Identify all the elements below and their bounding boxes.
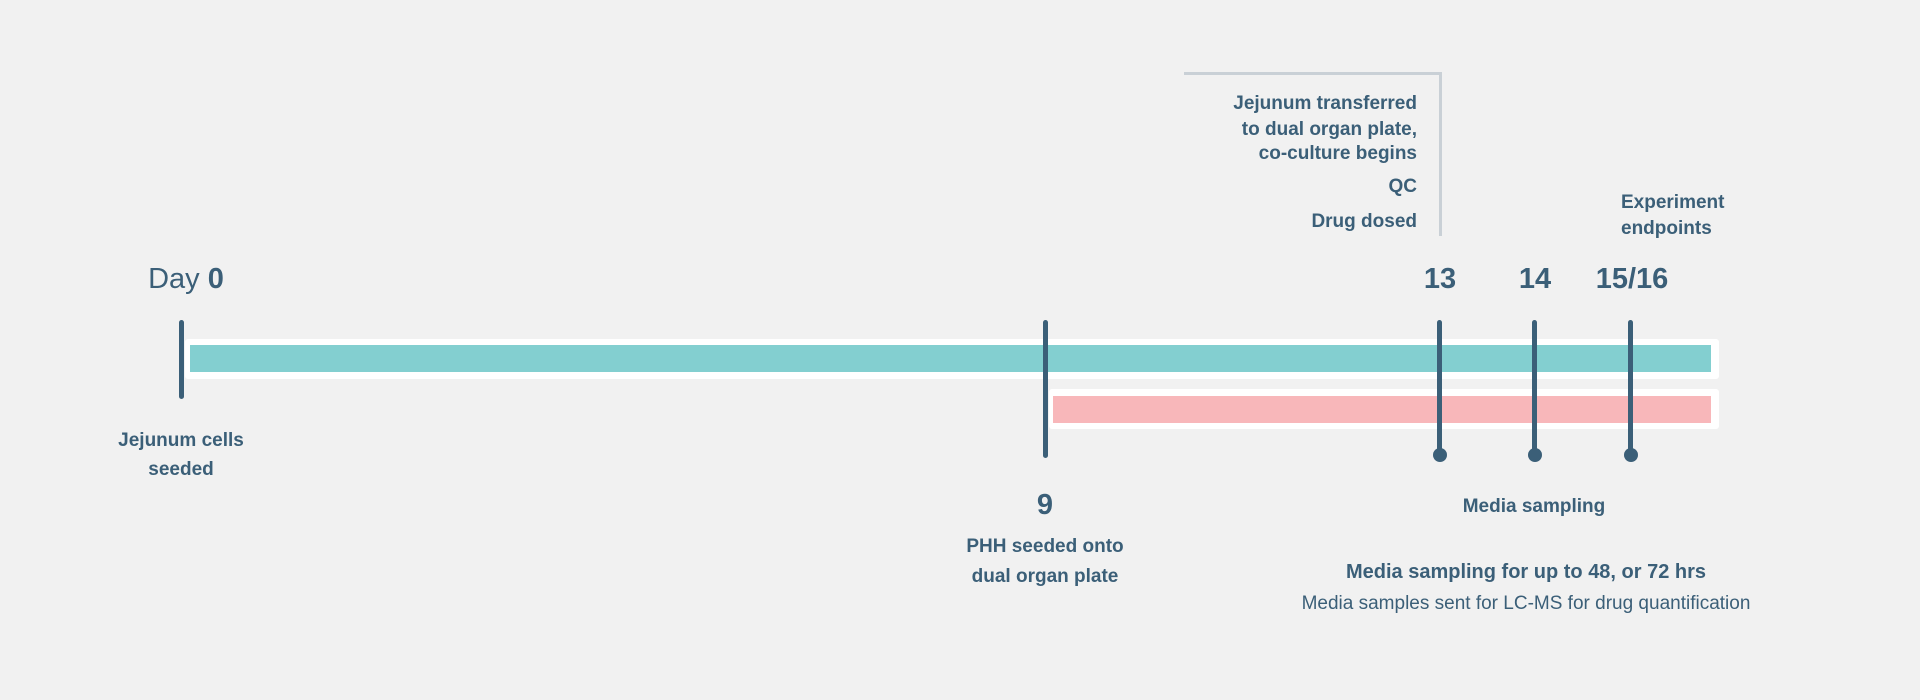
footer-subtitle: Media samples sent for LC-MS for drug qu… — [1301, 593, 1751, 614]
day14-tick — [1532, 320, 1537, 454]
day13-label-2: to dual organ plate, — [1241, 119, 1417, 140]
day14-dot — [1528, 448, 1542, 462]
jejunum-bar — [190, 345, 1711, 372]
bracket-side — [1439, 72, 1442, 236]
day15-16-dot — [1624, 448, 1638, 462]
day15-16-tick — [1628, 320, 1633, 454]
drug-dosed-label: Drug dosed — [1311, 211, 1417, 232]
day13-label-3: co-culture begins — [1258, 143, 1417, 164]
endpoints-label-1: Experiment — [1621, 192, 1725, 213]
day15-16-number: 15/16 — [1595, 263, 1669, 295]
day13-number: 13 — [1423, 263, 1457, 295]
phh-seeded-label-1: PHH seeded onto — [966, 536, 1124, 557]
phh-bar — [1053, 396, 1711, 423]
day-prefix: Day — [148, 263, 200, 295]
day0-heading: Day 0 — [148, 262, 224, 296]
footer-title: Media sampling for up to 48, or 72 hrs — [1345, 561, 1707, 583]
day9-number: 9 — [1036, 489, 1054, 521]
bracket-top — [1184, 72, 1442, 75]
endpoints-label-2: endpoints — [1621, 218, 1712, 239]
day0-tick — [179, 320, 184, 399]
day13-tick — [1437, 320, 1442, 454]
day14-number: 14 — [1518, 263, 1552, 295]
day13-label-1: Jejunum transferred — [1233, 93, 1417, 114]
media-sampling-label: Media sampling — [1462, 496, 1606, 517]
jejunum-seeded-label-1: Jejunum cells — [118, 430, 244, 451]
phh-seeded-label-2: dual organ plate — [971, 566, 1119, 587]
day13-dot — [1433, 448, 1447, 462]
qc-label: QC — [1388, 176, 1418, 197]
day0-number: 0 — [207, 263, 224, 295]
day9-tick — [1043, 320, 1048, 458]
jejunum-seeded-label-2: seeded — [148, 459, 214, 480]
